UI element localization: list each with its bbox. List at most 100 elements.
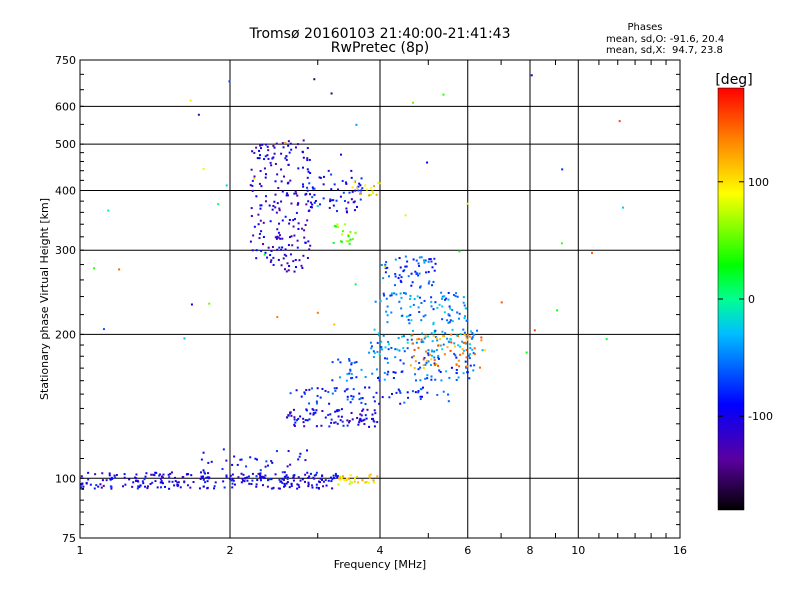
data-point — [329, 198, 332, 201]
data-point — [380, 264, 383, 267]
data-point — [466, 338, 469, 341]
data-point — [454, 354, 457, 357]
data-point — [480, 339, 483, 342]
data-point — [330, 199, 333, 202]
data-point — [302, 421, 305, 424]
data-point — [425, 361, 428, 364]
data-point — [276, 173, 279, 176]
data-point — [355, 361, 358, 364]
data-point — [320, 424, 323, 427]
data-point — [307, 481, 310, 484]
data-point — [310, 387, 313, 390]
data-point — [255, 483, 258, 486]
data-point — [372, 479, 375, 482]
data-point — [449, 307, 452, 310]
data-point — [351, 398, 354, 401]
data-point — [318, 481, 321, 484]
x-tick-label: 6 — [464, 544, 471, 557]
data-point — [385, 261, 388, 264]
data-point — [435, 337, 438, 340]
data-point — [430, 358, 433, 361]
data-point — [464, 315, 467, 318]
data-point — [250, 207, 253, 210]
data-point — [314, 411, 317, 414]
data-point — [300, 395, 303, 398]
data-point — [281, 142, 284, 145]
data-point — [109, 478, 112, 481]
data-point — [443, 353, 446, 356]
data-point — [134, 476, 137, 479]
data-point — [206, 487, 209, 490]
data-point — [257, 213, 260, 216]
data-point — [260, 479, 263, 482]
data-point — [387, 348, 390, 351]
data-point — [228, 477, 231, 480]
data-point — [124, 483, 127, 486]
data-point — [332, 199, 335, 202]
data-point — [315, 425, 318, 428]
data-point — [426, 377, 429, 380]
data-point — [122, 485, 125, 488]
data-point — [411, 356, 414, 359]
data-point — [430, 378, 433, 381]
data-point — [176, 484, 179, 487]
data-point — [525, 351, 528, 354]
data-point — [257, 223, 260, 226]
data-point — [261, 475, 264, 478]
data-point — [257, 472, 260, 475]
data-point — [413, 348, 416, 351]
data-point — [322, 197, 325, 200]
data-point — [332, 204, 335, 207]
data-point — [231, 473, 234, 476]
data-point — [350, 377, 353, 380]
data-point — [458, 250, 461, 253]
data-point — [469, 330, 472, 333]
data-point — [243, 480, 246, 483]
x-tick-label: 1 — [77, 544, 84, 557]
data-point — [286, 192, 289, 195]
data-point — [295, 389, 298, 392]
data-point — [383, 371, 386, 374]
data-point — [204, 472, 207, 475]
data-point — [352, 201, 355, 204]
data-point — [375, 193, 378, 196]
data-point — [276, 202, 279, 205]
data-point — [451, 328, 454, 331]
data-point — [306, 189, 309, 192]
data-point — [154, 471, 157, 474]
data-point — [463, 304, 466, 307]
data-point — [108, 472, 111, 475]
data-point — [384, 263, 387, 266]
data-point — [324, 389, 327, 392]
data-point — [311, 203, 314, 206]
data-point — [422, 367, 425, 370]
data-point — [368, 474, 371, 477]
data-point — [272, 256, 275, 259]
data-point — [333, 224, 336, 227]
data-point — [289, 253, 292, 256]
data-point — [297, 227, 300, 230]
data-point — [360, 177, 363, 180]
data-point — [561, 168, 564, 171]
data-point — [394, 371, 397, 374]
data-point — [293, 423, 296, 426]
data-point — [297, 476, 300, 479]
data-point — [256, 458, 259, 461]
data-point — [167, 473, 170, 476]
data-point — [264, 143, 267, 146]
data-point — [335, 199, 338, 202]
data-point — [429, 363, 432, 366]
data-point — [306, 168, 309, 171]
data-point — [233, 483, 236, 486]
data-point — [417, 390, 420, 393]
data-point — [249, 184, 252, 187]
data-point — [450, 341, 453, 344]
phase-stats-x: mean, sd,X: 94.7, 23.8 — [606, 45, 723, 56]
data-point — [437, 357, 440, 360]
data-point — [351, 186, 354, 189]
data-point — [468, 357, 471, 360]
data-point — [447, 340, 450, 343]
data-point — [419, 286, 422, 289]
data-point — [415, 379, 418, 382]
data-point — [415, 259, 418, 262]
